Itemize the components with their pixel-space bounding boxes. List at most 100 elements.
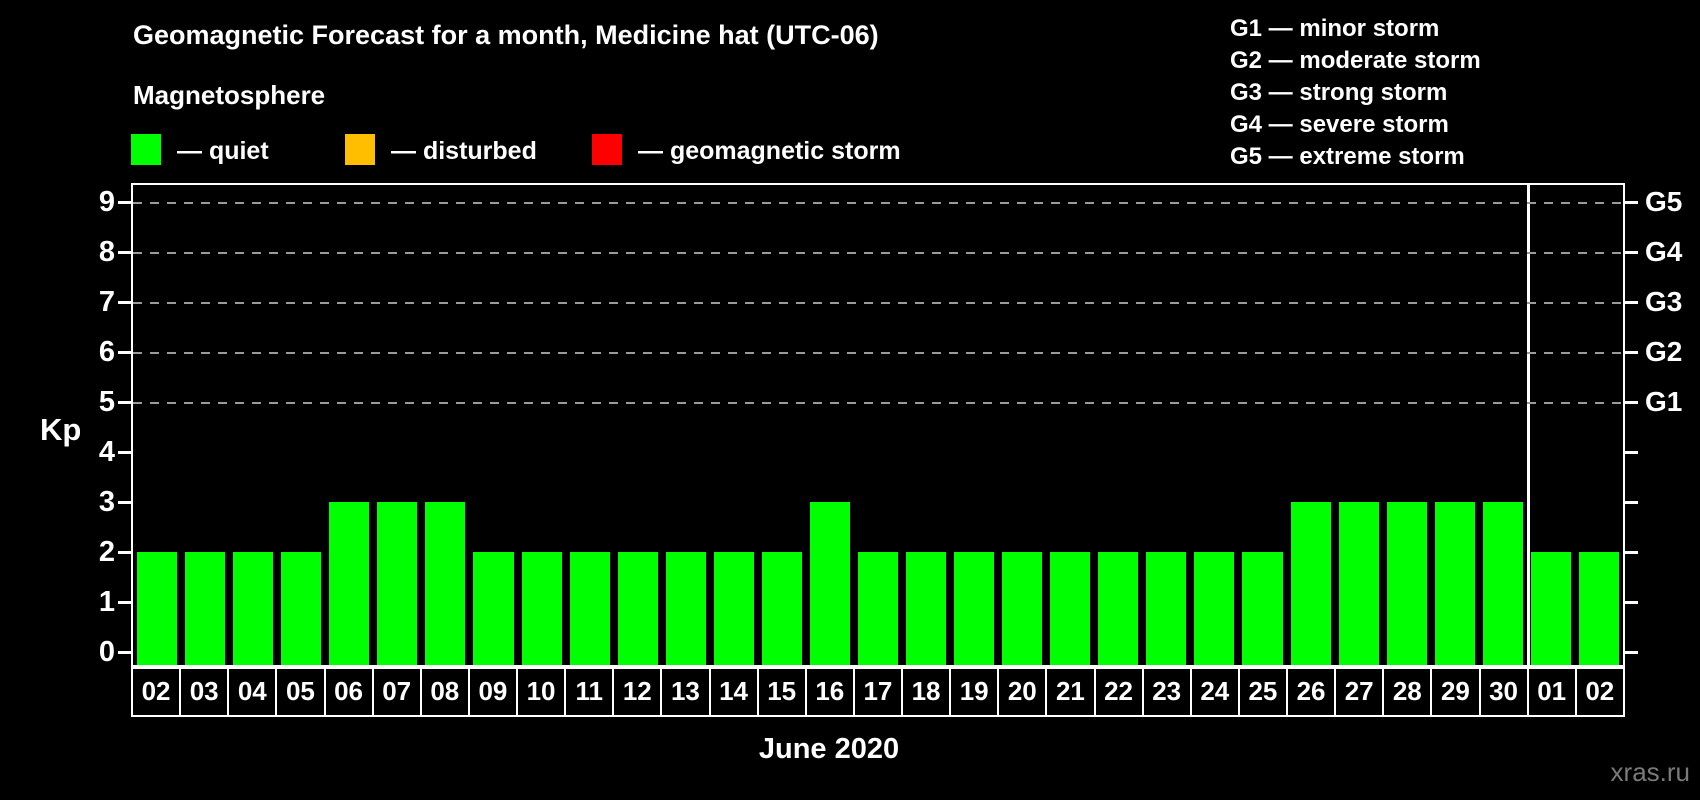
kp-bar-day-22 [1098, 552, 1139, 665]
kp-bar-day-09 [473, 552, 514, 665]
day-label-08: 08 [419, 669, 468, 715]
bar-slot-day-26 [1287, 185, 1335, 665]
y-axis-label-7: 7 [98, 286, 115, 318]
day-label-11: 11 [564, 669, 612, 715]
bar-slot-day-01 [1527, 185, 1575, 665]
day-label-04: 04 [227, 669, 275, 715]
bar-slot-day-09 [469, 185, 517, 665]
left-tick-kp-1 [118, 601, 131, 604]
y-axis-title: Kp [40, 412, 82, 447]
day-label-06: 06 [323, 669, 372, 715]
day-label-18: 18 [901, 669, 949, 715]
kp-bar-day-01 [1530, 552, 1571, 665]
legend-label-quiet: — quiet [177, 137, 269, 165]
kp-bar-day-12 [617, 552, 658, 665]
kp-bar-day-18 [906, 552, 947, 665]
bar-slot-day-10 [518, 185, 566, 665]
bar-slot-day-24 [1190, 185, 1238, 665]
g-legend-line-5: G5 — extreme storm [1230, 143, 1465, 170]
day-label-29: 29 [1430, 669, 1478, 715]
kp-bar-day-29 [1434, 502, 1475, 665]
right-axis-label-g3: G3 [1645, 286, 1683, 317]
y-axis-label-4: 4 [98, 436, 115, 468]
y-axis-label-5: 5 [98, 386, 115, 418]
kp-bar-day-26 [1290, 502, 1331, 665]
day-label-17: 17 [852, 669, 901, 715]
left-tick-kp-0 [118, 651, 131, 654]
right-tick-kp-6 [1625, 351, 1638, 354]
legend-swatch-disturbed [345, 134, 375, 165]
right-axis-label-g4: G4 [1645, 236, 1683, 267]
day-label-16: 16 [804, 669, 853, 715]
day-label-07: 07 [371, 669, 420, 715]
legend-swatch-quiet [131, 134, 161, 165]
right-tick-kp-4 [1625, 451, 1638, 454]
chart-title: Geomagnetic Forecast for a month, Medici… [133, 20, 879, 50]
right-tick-kp-3 [1625, 501, 1638, 504]
y-axis-label-3: 3 [98, 486, 115, 518]
day-label-25: 25 [1237, 669, 1286, 715]
y-axis-label-9: 9 [98, 186, 115, 218]
day-label-27: 27 [1334, 669, 1382, 715]
bar-slot-day-06 [325, 185, 373, 665]
day-label-21: 21 [1045, 669, 1093, 715]
g-legend-line-2: G2 — moderate storm [1230, 47, 1481, 74]
right-tick-kp-7 [1625, 301, 1638, 304]
legend-swatch-geomagnetic-storm [592, 134, 622, 165]
bar-slot-day-29 [1431, 185, 1479, 665]
bar-slot-day-13 [662, 185, 710, 665]
left-tick-kp-5 [118, 401, 131, 404]
right-tick-kp-1 [1625, 601, 1638, 604]
day-label-14: 14 [708, 669, 757, 715]
bar-slot-day-18 [902, 185, 950, 665]
day-label-03: 03 [179, 669, 227, 715]
day-label-12: 12 [612, 669, 660, 715]
g-legend-line-3: G3 — strong storm [1230, 79, 1448, 106]
kp-bar-day-04 [233, 552, 274, 665]
kp-bar-day-30 [1482, 502, 1523, 665]
right-tick-kp-2 [1625, 551, 1638, 554]
legend-label-geomagnetic-storm: — geomagnetic storm [638, 137, 901, 165]
right-axis-label-g1: G1 [1645, 386, 1683, 417]
day-label-15: 15 [756, 669, 805, 715]
bar-slot-day-21 [1046, 185, 1094, 665]
day-label-20: 20 [997, 669, 1045, 715]
g-scale-legend: G1 — minor storm G2 — moderate storm G3 — … [1230, 13, 1481, 173]
bar-slot-day-14 [710, 185, 758, 665]
day-label-05: 05 [275, 669, 323, 715]
kp-bar-day-21 [1050, 552, 1091, 665]
kp-bar-day-07 [377, 502, 418, 665]
kp-bar-day-23 [1146, 552, 1187, 665]
x-axis-title: June 2020 [758, 733, 900, 765]
bar-slot-day-08 [421, 185, 469, 665]
bar-slot-day-28 [1383, 185, 1431, 665]
kp-bar-day-14 [713, 552, 754, 665]
bar-slot-day-20 [998, 185, 1046, 665]
bar-slot-day-04 [229, 185, 277, 665]
bar-slot-day-07 [373, 185, 421, 665]
day-label-30: 30 [1478, 669, 1527, 715]
day-label-13: 13 [660, 669, 708, 715]
right-tick-kp-9 [1625, 201, 1638, 204]
gridline-kp-8 [133, 252, 1623, 254]
kp-bar-day-06 [329, 502, 370, 665]
right-axis-label-g5: G5 [1645, 186, 1683, 217]
y-axis-label-2: 2 [98, 536, 115, 568]
bar-slot-day-16 [806, 185, 854, 665]
y-axis-label-6: 6 [98, 336, 115, 368]
kp-bar-day-20 [1002, 552, 1043, 665]
plot-area: 0 1 2 3 4 5 6 7 8 9 G1 G2 G3 G4 G5 [99, 183, 1682, 668]
kp-bar-day-03 [185, 552, 226, 665]
gridline-kp-7 [133, 302, 1623, 304]
bar-slot-day-15 [758, 185, 806, 665]
gridline-kp-6 [133, 352, 1623, 354]
kp-bar-day-02 [137, 552, 178, 665]
right-tick-kp-8 [1625, 251, 1638, 254]
x-axis-day-labels: 02 03 04 05 06 07 08 09 10 11 12 13 14 15 16 17 18 19 20 21… [131, 667, 1625, 717]
gridline-kp-9 [133, 202, 1623, 204]
bar-slot-day-19 [950, 185, 998, 665]
left-tick-kp-8 [118, 251, 131, 254]
bar-slot-day-02 [133, 185, 181, 665]
g-legend-line-1: G1 — minor storm [1230, 15, 1440, 42]
